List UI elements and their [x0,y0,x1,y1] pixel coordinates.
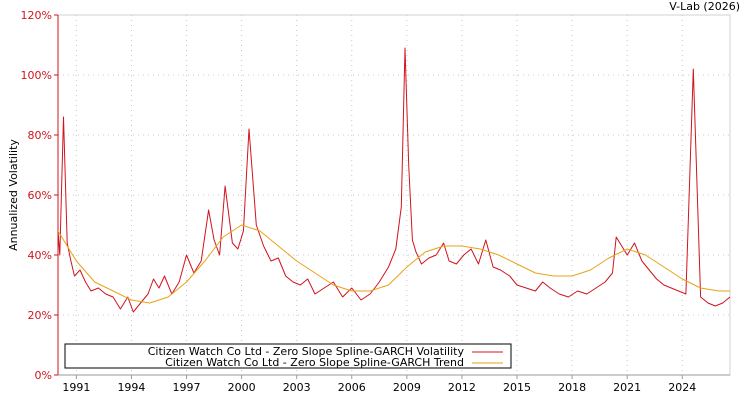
gridlines [58,15,730,375]
y-tick-label: 20% [28,309,52,322]
x-tick-label: 2018 [558,381,586,394]
x-tick-label: 2006 [338,381,366,394]
y-tick-label: 120% [21,9,52,22]
x-ticks: 1991 1994 1997 2000 2003 2006 2009 2012 2015 2018… [62,375,696,394]
x-tick-label: 1997 [173,381,201,394]
y-tick-label: 100% [21,69,52,82]
x-tick-label: 1991 [62,381,90,394]
legend-label-volatility: Citizen Watch Co Ltd - Zero Slope Spline… [148,345,465,358]
x-tick-label: 2024 [668,381,696,394]
credit-label: V-Lab (2026) [669,0,740,13]
x-tick-label: 2012 [448,381,476,394]
x-tick-label: 1994 [117,381,145,394]
y-tick-label: 60% [28,189,52,202]
y-tick-label: 80% [28,129,52,142]
series-line--zero-slope-spline-garch-trend [57,224,730,304]
x-tick-label: 2009 [393,381,421,394]
legend: Citizen Watch Co Ltd - Zero Slope Spline… [64,343,512,369]
y-tick-label: 0% [35,369,52,382]
legend-label-trend: Citizen Watch Co Ltd - Zero Slope Spline… [165,356,464,369]
y-tick-label: 40% [28,249,52,262]
x-tick-label: 2000 [228,381,256,394]
series-line--slope-spline-garch-volatility [57,47,731,313]
x-tick-label: 2015 [503,381,531,394]
series-group [57,47,731,313]
y-axis-label: Annualized Volatility [7,139,20,251]
y-ticks: 0% 20% 40% 60% 80% 100% 120% [21,9,58,382]
legend-box [64,343,512,369]
x-tick-label: 2003 [283,381,311,394]
x-tick-label: 2021 [613,381,641,394]
